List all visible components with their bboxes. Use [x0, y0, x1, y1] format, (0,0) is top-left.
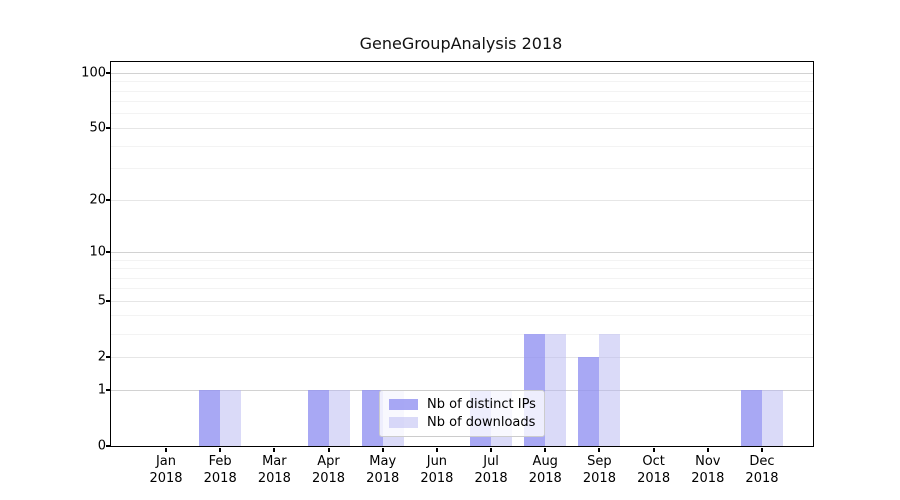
y-tick-2 [106, 356, 110, 359]
chart-title: GeneGroupAnalysis 2018 [359, 34, 563, 53]
x-tick-label-aug: Aug 2018 [528, 454, 562, 486]
y-tick-label-5: 5 [97, 293, 106, 309]
x-tick-jan [165, 448, 167, 452]
gridline-10 [111, 251, 813, 253]
gridline-9 [111, 259, 813, 261]
bar-distinct-ips-dec [740, 390, 762, 446]
x-tick-jun [435, 448, 438, 452]
gridline-2 [111, 356, 813, 358]
x-tick-label-nov: Nov 2018 [691, 454, 725, 486]
gridline-7 [111, 277, 813, 279]
bar-distinct-ips-feb [199, 390, 221, 446]
y-tick-100 [106, 72, 110, 75]
legend-row-downloads: Nb of downloads [389, 415, 535, 430]
gridline-6 [111, 288, 813, 290]
y-tick-label-50: 50 [89, 120, 106, 136]
x-tick-label-dec: Dec 2018 [745, 454, 779, 486]
gridline-3 [111, 333, 813, 335]
gridline-30 [111, 168, 813, 170]
y-tick-5 [106, 300, 110, 303]
x-tick-label-sep: Sep 2018 [582, 454, 616, 486]
y-tick-0 [106, 445, 110, 447]
x-tick-mar [273, 448, 276, 452]
legend-row-distinct-ips: Nb of distinct IPs [389, 397, 536, 412]
x-tick-label-may: May 2018 [366, 454, 400, 486]
x-tick-label-mar: Mar 2018 [257, 454, 291, 486]
gridline-60 [111, 113, 813, 115]
legend-swatch-downloads [389, 417, 418, 428]
gridline-100 [111, 72, 813, 74]
x-tick-dec [760, 448, 763, 452]
x-tick-nov [706, 448, 709, 452]
legend-label-downloads: Nb of downloads [427, 415, 536, 430]
gridline-90 [111, 81, 813, 83]
x-tick-feb [219, 448, 222, 452]
bar-downloads-apr [328, 390, 350, 446]
gridline-80 [111, 90, 813, 92]
bar-downloads-aug [545, 334, 567, 446]
gridline-20 [111, 199, 813, 201]
gridline-5 [111, 300, 813, 302]
legend-swatch-distinct-ips [389, 399, 418, 410]
x-tick-jul [490, 448, 493, 452]
x-tick-apr [327, 448, 330, 452]
y-tick-label-100: 100 [81, 65, 106, 81]
y-tick-20 [106, 199, 110, 202]
plot-area: 0 1 2 5 10 20 50 100 Jan 2018 Feb 2018 Mar 2018 Apr 201… [81, 61, 814, 486]
y-tick-label-2: 2 [97, 349, 106, 365]
bar-distinct-ips-may [361, 390, 383, 446]
y-tick-label-10: 10 [89, 244, 106, 260]
bar-downloads-feb [220, 390, 242, 446]
legend-label-distinct-ips: Nb of distinct IPs [427, 397, 536, 412]
gridline-4 [111, 315, 813, 317]
x-tick-label-apr: Apr 2018 [311, 454, 346, 486]
y-tick-label-1: 1 [97, 382, 106, 398]
x-tick-sep [598, 448, 601, 452]
y-tick-1 [106, 389, 110, 391]
y-tick-10 [106, 251, 110, 254]
y-tick-label-20: 20 [89, 192, 106, 208]
legend: Nb of distinct IPs Nb of downloads [379, 390, 545, 437]
y-tick-label-0: 0 [97, 438, 106, 454]
y-tick-50 [106, 127, 110, 130]
x-tick-aug [544, 448, 547, 452]
bar-distinct-ips-apr [307, 390, 329, 446]
gridline-8 [111, 268, 813, 269]
x-tick-label-feb: Feb 2018 [203, 454, 237, 486]
gridline-40 [111, 145, 813, 147]
gridline-50 [111, 127, 813, 129]
x-tick-oct [652, 448, 655, 452]
x-tick-may [381, 448, 384, 452]
x-tick-label-oct: Oct 2018 [637, 454, 671, 486]
x-tick-label-jan: Jan 2018 [149, 454, 183, 486]
bar-downloads-dec [761, 390, 783, 446]
bar-distinct-ips-sep [578, 357, 600, 446]
gridline-70 [111, 101, 813, 103]
bar-downloads-sep [599, 334, 621, 446]
x-tick-label-jul: Jul 2018 [474, 454, 508, 486]
x-tick-label-jun: Jun 2018 [420, 454, 454, 486]
